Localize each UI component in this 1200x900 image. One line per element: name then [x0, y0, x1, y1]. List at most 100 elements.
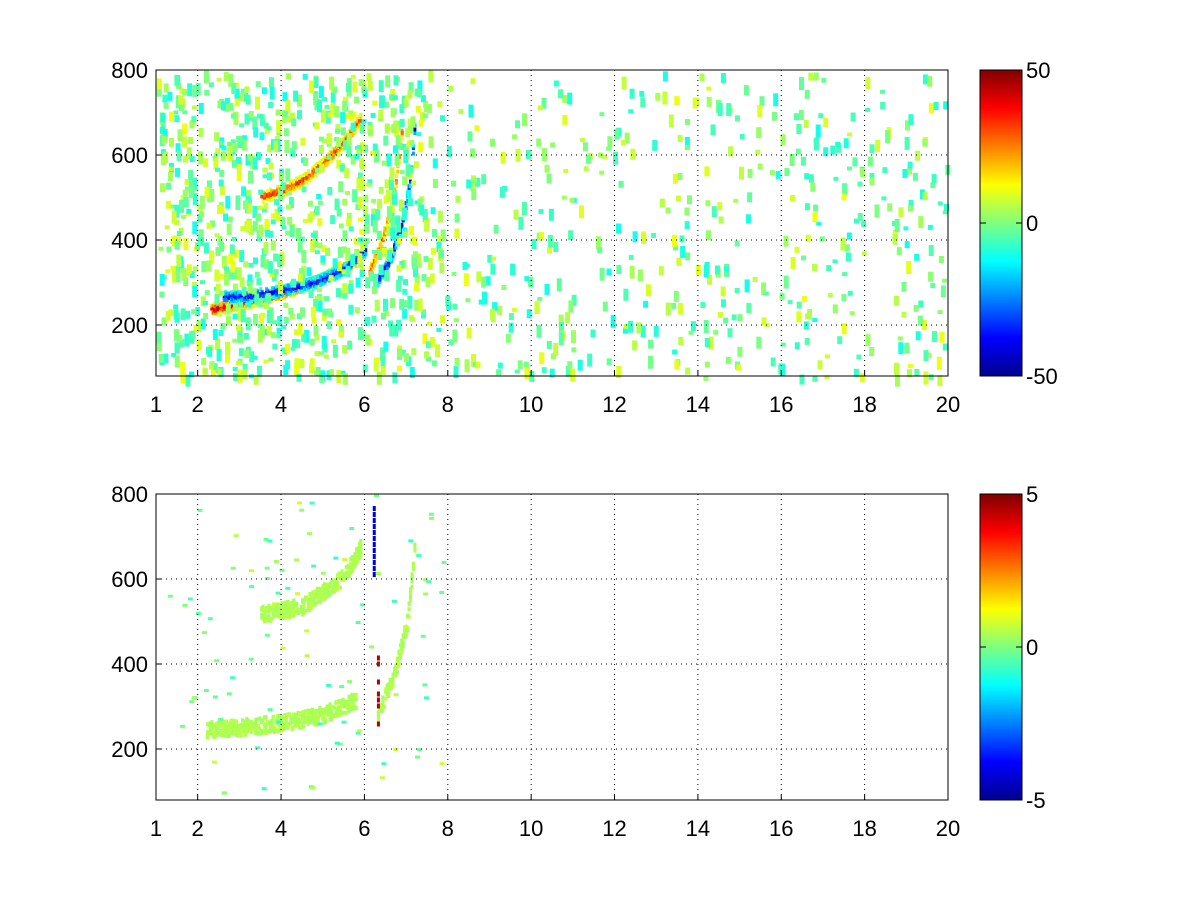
heatmap-cell — [301, 183, 305, 188]
heatmap-cell — [221, 307, 225, 312]
heatmap-cell — [164, 225, 170, 230]
heatmap-cell — [304, 329, 310, 343]
heatmap-cell — [212, 695, 218, 699]
heatmap-cell — [206, 735, 209, 740]
heatmap-cell — [805, 234, 811, 242]
heatmap-cell — [359, 161, 365, 170]
heatmap-cell — [295, 592, 301, 596]
heatmap-cell — [921, 320, 927, 330]
heatmap-cell — [285, 605, 288, 609]
heatmap-cell — [256, 290, 260, 295]
heatmap-cell — [544, 164, 550, 173]
heatmap-cell — [640, 325, 646, 338]
heatmap-cell — [894, 218, 900, 232]
heatmap-cell — [342, 140, 348, 151]
heatmap-cell — [436, 239, 442, 252]
heatmap-cell — [411, 561, 415, 566]
heatmap-cell — [354, 249, 360, 256]
heatmap-cell — [227, 270, 233, 280]
heatmap-cell — [315, 593, 319, 598]
heatmap-cell — [309, 363, 315, 374]
heatmap-cell — [236, 135, 242, 142]
heatmap-cell — [242, 303, 246, 308]
heatmap-cell — [313, 325, 319, 337]
heatmap-cell — [497, 362, 503, 369]
heatmap-cell — [832, 304, 838, 314]
heatmap-cell — [928, 245, 934, 256]
heatmap-cell — [923, 350, 929, 362]
heatmap-cell — [390, 298, 396, 309]
heatmap-cell — [362, 89, 368, 98]
heatmap-cell — [376, 691, 380, 697]
heatmap-cell — [198, 103, 204, 114]
heatmap-cell — [268, 726, 272, 731]
heatmap-cell — [191, 116, 197, 123]
heatmap-cell — [429, 516, 435, 520]
heatmap-cell — [901, 311, 907, 318]
heatmap-cell — [369, 645, 375, 649]
heatmap-cell — [195, 611, 201, 615]
heatmap-cell — [391, 683, 395, 688]
x-tick-label: 14 — [686, 816, 710, 841]
heatmap-cell — [159, 291, 165, 298]
heatmap-cell — [904, 136, 910, 150]
heatmap-cell — [628, 320, 633, 333]
heatmap-cell — [847, 132, 853, 137]
heatmap-cell — [671, 302, 677, 309]
heatmap-cell — [234, 94, 240, 107]
heatmap-cell — [432, 229, 437, 237]
heatmap-cell — [239, 277, 245, 288]
heatmap-cell — [274, 199, 280, 206]
heatmap-cell — [307, 285, 311, 290]
heatmap-cell — [197, 236, 203, 245]
heatmap-cell — [189, 271, 195, 279]
heatmap-cell — [248, 657, 254, 661]
heatmap-cell — [423, 256, 429, 263]
heatmap-cell — [678, 303, 684, 314]
heatmap-cell — [321, 335, 327, 349]
heatmap-cell — [384, 696, 388, 701]
heatmap-cell — [388, 320, 393, 328]
heatmap-cell — [561, 195, 567, 200]
heatmap-cell — [408, 122, 413, 134]
heatmap-cell — [344, 710, 348, 715]
heatmap-cell — [364, 243, 368, 248]
heatmap-cell — [403, 150, 409, 163]
heatmap-cell — [215, 246, 221, 256]
heatmap-cell — [497, 306, 503, 315]
heatmap-cell — [501, 285, 507, 290]
heatmap-cell — [378, 280, 382, 284]
heatmap-cell — [420, 309, 426, 316]
heatmap-cell — [869, 177, 875, 186]
heatmap-cell — [844, 244, 850, 252]
heatmap-cell — [414, 283, 419, 292]
heatmap-cell — [747, 168, 753, 178]
heatmap-cell — [359, 142, 365, 153]
heatmap-cell — [349, 527, 355, 530]
heatmap-cell — [411, 180, 417, 186]
heatmap-cell — [752, 277, 758, 282]
heatmap-cell — [180, 214, 186, 219]
heatmap-cell — [320, 275, 324, 280]
heatmap-cell — [393, 187, 397, 192]
heatmap-cell — [616, 365, 622, 378]
heatmap-cell — [226, 731, 230, 736]
heatmap-cell — [898, 207, 904, 218]
heatmap-cell — [398, 653, 402, 657]
heatmap-cell — [568, 230, 574, 241]
heatmap-cell — [255, 746, 261, 750]
heatmap-cell — [490, 263, 496, 275]
heatmap-cell — [339, 585, 342, 590]
heatmap-cell — [641, 233, 647, 245]
heatmap-cell — [930, 283, 936, 289]
heatmap-cell — [783, 275, 789, 289]
heatmap-cell — [230, 113, 236, 119]
heatmap-cell — [175, 143, 181, 153]
heatmap-cell — [672, 234, 677, 247]
heatmap-cell — [267, 614, 271, 619]
heatmap-cell — [314, 334, 320, 341]
heatmap-cell — [350, 74, 356, 79]
heatmap-cell — [291, 141, 297, 151]
heatmap-cell — [206, 222, 212, 229]
